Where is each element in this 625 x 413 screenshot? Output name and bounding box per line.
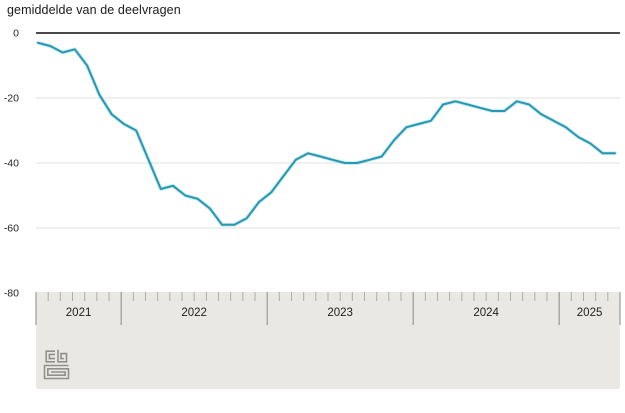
cbs-logo-c-glyph xyxy=(45,350,55,363)
x-axis-year-label: 2023 xyxy=(327,307,353,319)
chart-title: gemiddelde van de deelvragen xyxy=(7,3,181,17)
cbs-logo-b-glyph xyxy=(57,349,68,363)
x-axis-year-label: 2021 xyxy=(66,307,92,319)
x-axis-year-label: 2025 xyxy=(577,307,603,319)
x-axis-band xyxy=(36,292,620,389)
y-axis-tick-label: 0 xyxy=(13,28,19,40)
x-axis-year-label: 2024 xyxy=(473,307,499,319)
y-axis-tick-label: -60 xyxy=(4,223,19,235)
cbs-logo-s-glyph xyxy=(43,364,70,380)
x-axis-year-label: 2022 xyxy=(181,307,207,319)
series-line[interactable] xyxy=(37,41,616,226)
y-axis-tick-label: -20 xyxy=(4,93,19,105)
series-line-halo xyxy=(36,40,617,227)
y-axis-tick-label: -80 xyxy=(4,288,19,300)
cbs-logo xyxy=(43,349,70,380)
y-axis-tick-label: -40 xyxy=(4,158,19,170)
